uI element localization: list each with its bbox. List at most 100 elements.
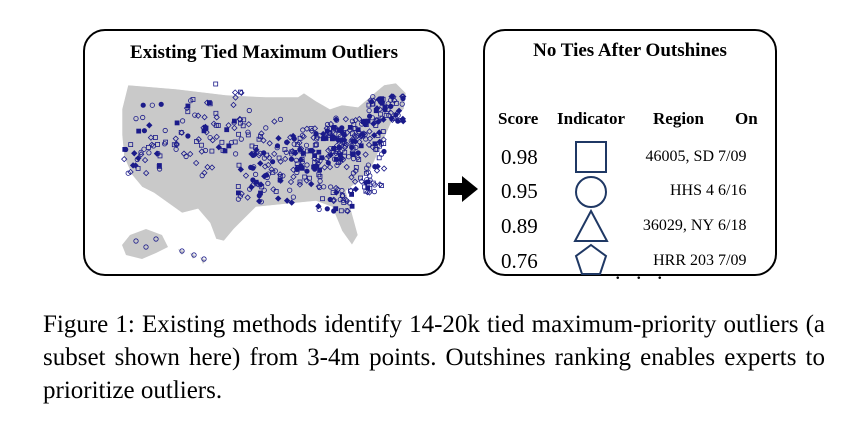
outlier-marker: [145, 145, 151, 150]
outlier-marker: [314, 158, 320, 164]
outlier-marker: [143, 169, 150, 177]
outlier-marker: [400, 118, 407, 125]
outlier-marker: [334, 186, 341, 193]
outlier-marker: [337, 156, 344, 163]
outlier-marker: [297, 179, 303, 185]
outlier-marker: [399, 101, 405, 107]
outlier-marker: [270, 159, 276, 165]
row-3-region: 36029, NY: [642, 217, 714, 234]
outlier-marker: [244, 194, 251, 201]
outlier-marker: [209, 148, 215, 154]
outlier-marker: [381, 148, 387, 155]
outlier-marker: [228, 139, 235, 146]
outlier-marker: [256, 193, 262, 199]
outlier-marker: [385, 106, 391, 112]
outlier-marker: [246, 107, 252, 114]
outlier-marker: [236, 116, 244, 123]
outlier-marker: [379, 100, 385, 106]
outlier-marker: [338, 208, 344, 214]
outlier-marker: [283, 197, 291, 204]
us-outlier-map: [121, 81, 407, 264]
outlier-marker: [321, 184, 327, 190]
outlier-marker: [349, 131, 355, 137]
outlier-marker: [240, 123, 246, 129]
outlier-marker: [374, 163, 381, 170]
outlier-marker: [238, 89, 243, 95]
outlier-marker: [201, 114, 208, 121]
outlier-marker: [297, 156, 304, 163]
outlier-marker: [140, 102, 146, 108]
outlier-marker: [226, 143, 232, 149]
outlier-marker: [287, 187, 293, 193]
outlier-marker: [321, 164, 328, 171]
outlier-marker: [163, 139, 168, 145]
outlier-marker: [294, 161, 300, 167]
outlier-marker: [336, 145, 342, 150]
outlier-marker: [370, 101, 376, 107]
outlier-marker: [341, 136, 348, 144]
row-4-region: HRR 203: [653, 252, 714, 269]
outlier-marker: [369, 115, 375, 121]
outlier-marker: [199, 173, 205, 179]
outlier-marker: [289, 132, 297, 140]
outlier-marker: [146, 150, 152, 156]
outlier-marker: [199, 142, 204, 148]
outlier-marker: [290, 194, 296, 200]
outlier-marker: [277, 116, 284, 123]
outlier-marker: [381, 141, 387, 146]
outlier-marker: [400, 95, 406, 102]
outlier-marker: [341, 144, 349, 151]
outlier-marker: [141, 128, 147, 134]
outlier-marker: [275, 135, 282, 142]
outlier-marker: [282, 147, 288, 152]
outlier-marker: [324, 206, 330, 212]
outlier-marker: [238, 89, 245, 96]
outlier-marker: [155, 150, 161, 157]
outlier-marker: [284, 139, 291, 146]
outlier-marker: [173, 146, 179, 152]
right-panel-title: No Ties After Outshines: [533, 40, 727, 61]
outlier-marker: [258, 130, 265, 137]
outlier-marker: [297, 145, 305, 152]
outlier-marker: [355, 127, 361, 133]
alaska-shape: [122, 229, 168, 259]
outlier-marker: [303, 177, 310, 184]
outlier-marker: [156, 166, 163, 172]
outlier-marker: [185, 109, 191, 115]
outlier-marker: [304, 148, 310, 154]
outlier-marker: [271, 150, 278, 158]
outlier-marker: [330, 196, 337, 203]
outlier-marker: [311, 125, 319, 132]
outlier-marker: [373, 167, 381, 174]
outlier-marker: [253, 171, 259, 178]
outlier-marker: [257, 181, 265, 188]
outlier-marker: [134, 156, 140, 163]
outlier-marker: [341, 200, 347, 205]
outlier-marker: [268, 166, 275, 173]
outlier-marker: [367, 177, 373, 184]
outlier-marker: [231, 124, 238, 132]
outlier-marker: [364, 165, 370, 171]
outlier-marker: [349, 203, 355, 209]
outlier-marker: [362, 184, 367, 190]
outlier-marker: [349, 118, 355, 124]
outlier-marker: [366, 107, 372, 114]
outlier-marker: [125, 170, 131, 176]
outlier-marker: [320, 196, 325, 202]
outlier-marker: [143, 244, 149, 250]
outlier-marker: [344, 208, 350, 214]
outlier-marker: [294, 166, 300, 172]
outlier-marker: [304, 168, 310, 174]
outlier-marker: [291, 141, 297, 147]
row-1-date: 7/09: [718, 148, 747, 165]
outlier-marker: [380, 136, 387, 143]
outlier-marker: [289, 149, 295, 155]
outlier-marker: [242, 172, 250, 179]
outlier-marker: [388, 93, 396, 100]
outlier-marker: [372, 182, 378, 188]
outlier-marker: [236, 162, 242, 168]
triangle-icon: [573, 209, 609, 242]
outlier-marker: [314, 136, 320, 142]
outlier-marker: [372, 141, 378, 147]
outlier-marker: [213, 81, 219, 87]
